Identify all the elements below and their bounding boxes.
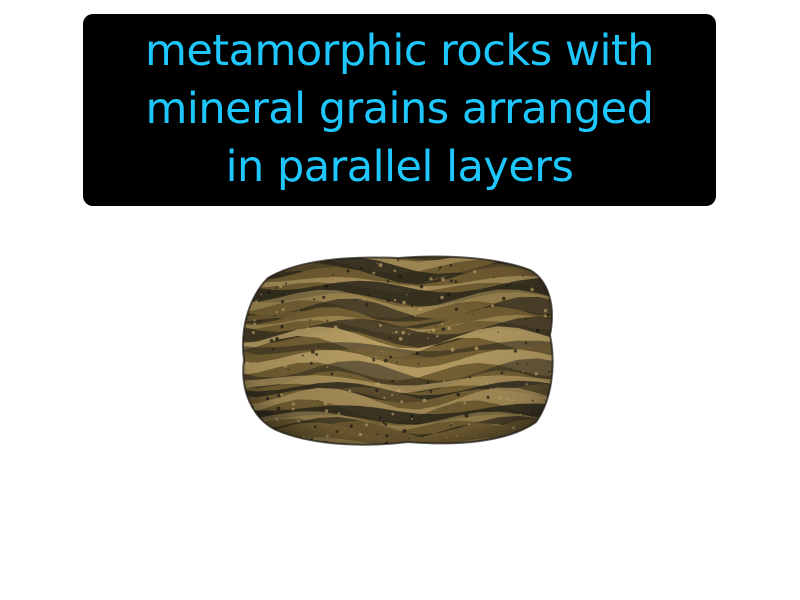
mineral-speckle [466, 252, 468, 254]
mineral-speckle [452, 250, 455, 252]
mineral-speckle [393, 251, 395, 253]
mineral-speckle [344, 255, 345, 256]
mineral-speckle [238, 364, 241, 367]
mineral-speckle [238, 444, 241, 447]
mineral-speckle [512, 256, 514, 257]
mineral-speckle [280, 251, 283, 254]
mineral-speckle [417, 254, 419, 256]
rock-illustration [238, 250, 562, 450]
mineral-speckle [505, 445, 508, 448]
mineral-speckle [413, 447, 416, 450]
mineral-speckle [449, 251, 450, 252]
caption-line-2: mineral grains arranged [145, 84, 654, 134]
mineral-speckle [244, 279, 248, 283]
mineral-speckle [549, 407, 553, 412]
mineral-speckle [372, 251, 375, 254]
rock-band [238, 445, 562, 450]
mineral-speckle [263, 278, 266, 280]
mineral-speckle [550, 427, 553, 430]
definition-caption: metamorphic rocks with mineral grains ar… [83, 14, 716, 206]
mineral-speckle [551, 264, 553, 269]
mineral-speckle [260, 281, 262, 283]
mineral-speckle [243, 316, 244, 320]
mineral-speckle [261, 271, 264, 273]
mineral-speckle [243, 317, 246, 319]
mineral-speckle [292, 446, 294, 448]
mineral-speckle [493, 254, 496, 257]
mineral-speckle [554, 322, 557, 325]
mineral-speckle [554, 446, 556, 448]
mineral-speckle [243, 298, 244, 300]
mineral-speckle [291, 256, 294, 259]
rock-specimen-image [238, 250, 562, 450]
mineral-speckle [350, 253, 352, 255]
mineral-speckle [293, 258, 297, 262]
mineral-speckle [548, 269, 552, 273]
mineral-speckle [454, 250, 456, 252]
mineral-speckle [290, 250, 294, 252]
rock-body [238, 250, 562, 450]
mineral-speckle [553, 285, 555, 287]
caption-line-1: metamorphic rocks with [144, 26, 655, 76]
mineral-speckle [243, 310, 246, 314]
mineral-speckle [333, 449, 334, 450]
mineral-speckle [557, 334, 561, 338]
mineral-speckle [555, 250, 556, 251]
mineral-speckle [523, 257, 527, 261]
caption-line-3: in parallel layers [225, 142, 574, 192]
mineral-speckle [298, 441, 300, 444]
mineral-speckle [545, 250, 547, 251]
mineral-speckle [262, 425, 264, 427]
mineral-speckle [555, 342, 556, 343]
mineral-speckle [238, 346, 239, 348]
mineral-speckle [524, 438, 527, 441]
mineral-speckle [509, 439, 512, 442]
